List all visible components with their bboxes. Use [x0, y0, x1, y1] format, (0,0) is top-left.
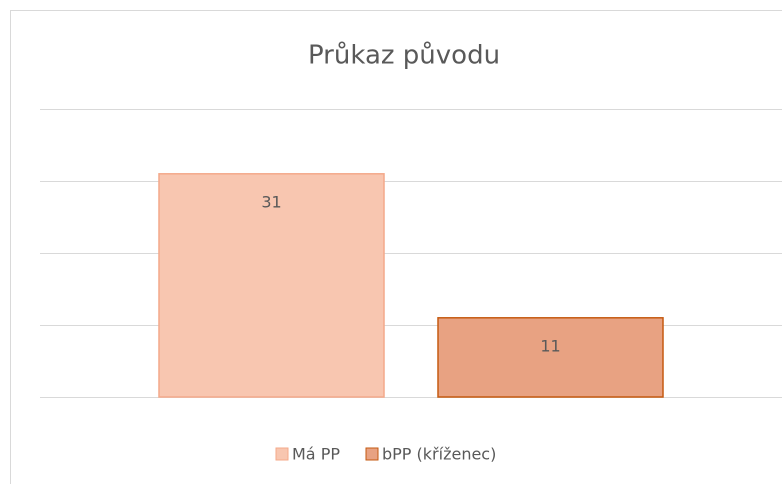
- data-label: 11: [540, 336, 560, 355]
- legend-swatch: [365, 447, 379, 461]
- chart-frame: [10, 10, 782, 484]
- legend-label: bPP (kříženec): [382, 445, 496, 464]
- data-label: 31: [261, 192, 281, 211]
- chart-title: Průkaz původu: [308, 41, 500, 71]
- bar: [158, 173, 385, 398]
- bar: [437, 317, 664, 398]
- legend-label: Má PP: [292, 445, 340, 464]
- legend-swatch: [275, 447, 289, 461]
